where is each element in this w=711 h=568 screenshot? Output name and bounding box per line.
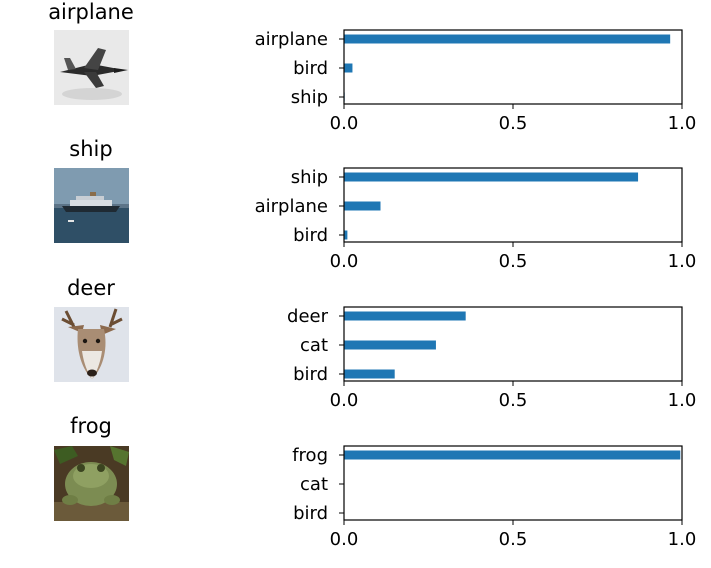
row-title-frog: frog	[70, 414, 112, 438]
y-tick-label: airplane	[255, 196, 328, 217]
y-tick-label: bird	[293, 364, 328, 385]
row-title-deer: deer	[67, 276, 115, 300]
y-tick-label: bird	[293, 225, 328, 246]
x-tick-label: 1.0	[668, 390, 697, 411]
x-tick-label: 1.0	[668, 113, 697, 134]
x-tick-label: 0.0	[330, 390, 359, 411]
ship-thumbnail	[54, 168, 129, 243]
y-tick-label: deer	[287, 306, 329, 327]
x-tick-label: 1.0	[668, 529, 697, 550]
bar-deer-deer	[344, 311, 466, 321]
bar-deer-cat	[344, 340, 436, 350]
x-tick-label: 0.5	[499, 113, 528, 134]
ship-thumbnail-art	[54, 168, 129, 243]
frog-thumbnail-art	[54, 446, 129, 521]
bar-ship-ship	[344, 172, 639, 182]
y-tick-label: frog	[292, 445, 328, 466]
deer-thumbnail	[54, 307, 129, 382]
frog-thumbnail	[54, 446, 129, 521]
x-tick-label: 0.0	[330, 529, 359, 550]
y-tick-label: ship	[291, 167, 328, 188]
x-tick-label: 0.5	[499, 251, 528, 272]
x-tick-label: 0.5	[499, 390, 528, 411]
y-tick-label: bird	[293, 503, 328, 524]
x-tick-label: 0.0	[330, 251, 359, 272]
row-title-airplane: airplane	[48, 0, 134, 24]
bar-frog-frog	[344, 450, 681, 460]
deer-thumbnail-art	[54, 307, 129, 382]
bar-deer-bird	[344, 369, 395, 379]
x-tick-label: 1.0	[668, 251, 697, 272]
y-tick-label: cat	[300, 335, 328, 356]
x-tick-label: 0.5	[499, 529, 528, 550]
row-title-ship: ship	[69, 137, 113, 161]
bar-ship-airplane	[344, 201, 381, 211]
y-tick-label: cat	[300, 474, 328, 495]
x-tick-label: 0.0	[330, 113, 359, 134]
airplane-thumbnail	[54, 30, 129, 105]
y-tick-label: bird	[293, 58, 328, 79]
bar-airplane-airplane	[344, 34, 671, 44]
bar-ship-bird	[344, 230, 348, 240]
airplane-thumbnail-art	[54, 30, 129, 105]
y-tick-label: ship	[291, 87, 328, 108]
y-tick-label: airplane	[255, 29, 328, 50]
bar-airplane-bird	[344, 63, 353, 73]
